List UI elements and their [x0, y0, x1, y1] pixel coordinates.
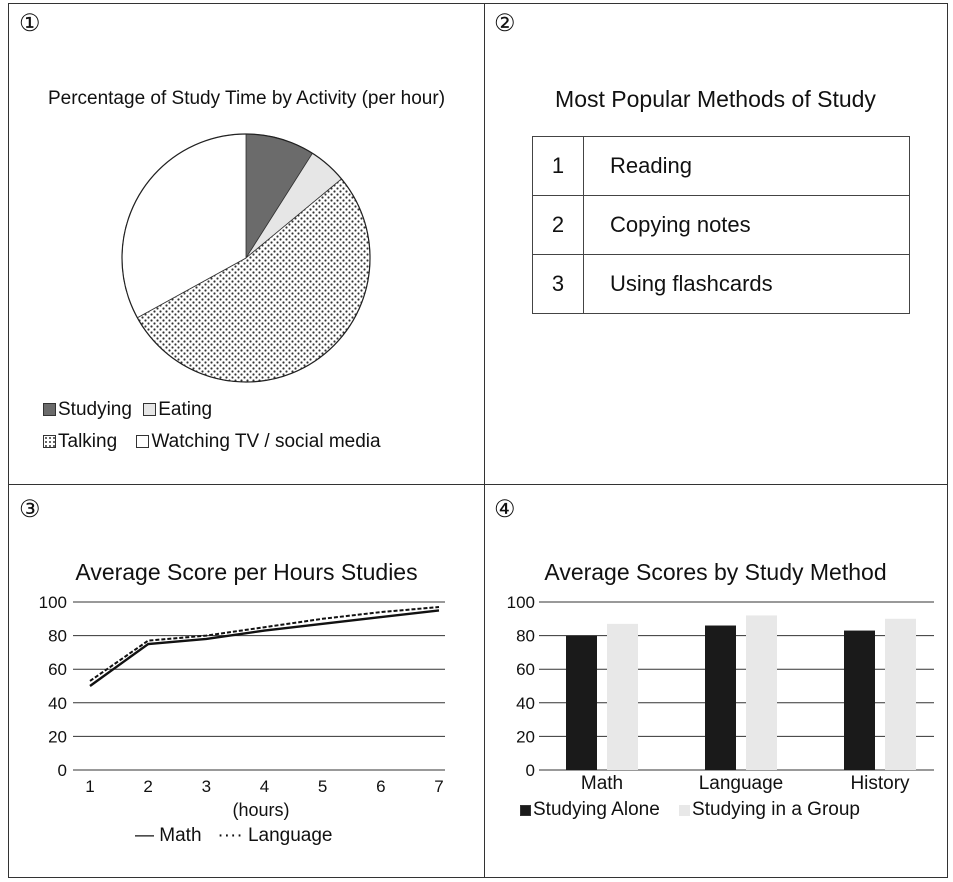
bar-chart-svg: 0 20 40 60 80 100 Math Language History — [507, 593, 934, 794]
rank-cell: 3 — [532, 254, 584, 314]
x-tick-label: 1 — [85, 777, 94, 796]
bar-chart-panel: ④ Average Scores by Study Method 0 20 40 60… — [484, 484, 948, 878]
legend-group: Studying in a Group — [692, 799, 860, 820]
series-line-math — [89, 609, 440, 687]
y-tick-label: 20 — [48, 727, 67, 746]
legend-alone: Studying Alone — [533, 799, 660, 820]
line-chart-panel: ③ Average Score per Hours Studies 0 20 40 6… — [8, 484, 485, 878]
series-line-language — [89, 606, 440, 682]
pie-outline — [121, 133, 371, 383]
pie-chart-svg — [121, 133, 371, 383]
panel-number: ③ — [19, 496, 41, 523]
x-tick-label: 7 — [434, 777, 443, 796]
panel-number: ② — [494, 10, 516, 37]
rank-cell: 2 — [532, 195, 584, 255]
bar-language-alone — [705, 625, 736, 770]
bar-chart-title: Average Scores by Study Method — [544, 559, 887, 585]
y-tick-label: 100 — [507, 593, 535, 612]
methods-table: 1 Reading 2 Copying notes 3 Using flashc… — [532, 136, 910, 314]
y-tick-label: 0 — [526, 761, 535, 780]
legend-talking: Talking — [58, 431, 118, 452]
table-row: 2 Copying notes — [532, 195, 910, 255]
x-tick-label: 4 — [260, 777, 269, 796]
x-category-label: History — [850, 773, 910, 794]
methods-table-panel: ② Most Popular Methods of Study 1 Readin… — [484, 3, 948, 485]
legend-math: — Math — [135, 825, 202, 846]
y-tick-label: 100 — [39, 593, 67, 612]
y-tick-label: 0 — [58, 761, 67, 780]
panel-number: ① — [19, 10, 41, 37]
table-row: 3 Using flashcards — [532, 254, 910, 314]
x-category-label: Math — [581, 773, 623, 794]
y-tick-label: 20 — [516, 727, 535, 746]
rank-cell: 1 — [532, 136, 584, 196]
line-chart-svg: 0 20 40 60 80 100 1 2 3 4 5 6 7 (hours) — [39, 593, 445, 820]
legend-studying: Studying — [58, 399, 132, 420]
legend-eating: Eating — [158, 399, 213, 420]
y-tick-label: 60 — [48, 660, 67, 679]
y-tick-label: 80 — [516, 627, 535, 646]
x-axis-label: (hours) — [232, 800, 289, 820]
bar-history-alone — [844, 630, 875, 770]
method-cell: Copying notes — [583, 195, 910, 255]
talking-swatch — [43, 435, 56, 448]
table-title: Most Popular Methods of Study — [555, 86, 876, 112]
y-tick-label: 60 — [516, 660, 535, 679]
line-chart-title: Average Score per Hours Studies — [75, 559, 418, 585]
y-tick-label: 40 — [516, 694, 535, 713]
group-swatch — [679, 805, 691, 816]
eating-swatch — [143, 403, 157, 416]
pie-legend-row-1: Studying Eating — [43, 399, 212, 421]
line-legend: — Math ···· Language — [135, 825, 333, 847]
x-tick-label: 3 — [202, 777, 211, 796]
bar-math-group — [607, 623, 638, 770]
watching-swatch — [136, 435, 150, 448]
pie-chart-panel: ① Percentage of Study Time by Activity (… — [8, 3, 485, 485]
x-category-label: Language — [699, 773, 784, 794]
x-tick-label: 5 — [318, 777, 327, 796]
alone-swatch — [520, 805, 531, 816]
panel-number: ④ — [494, 496, 516, 523]
pie-chart-title: Percentage of Study Time by Activity (pe… — [47, 88, 446, 109]
x-tick-label: 6 — [376, 777, 385, 796]
y-tick-label: 80 — [48, 627, 67, 646]
bar-language-group — [746, 615, 777, 770]
method-cell: Using flashcards — [583, 254, 910, 314]
x-tick-label: 2 — [143, 777, 152, 796]
studying-swatch — [43, 403, 56, 416]
bar-legend: Studying Alone Studying in a Group — [520, 799, 860, 821]
bar-history-group — [885, 618, 916, 770]
table-row: 1 Reading — [532, 136, 910, 196]
legend-language: ···· Language — [217, 825, 333, 846]
method-cell: Reading — [583, 136, 910, 196]
bar-math-alone — [566, 635, 597, 770]
y-tick-label: 40 — [48, 694, 67, 713]
legend-watching: Watching TV / social media — [151, 431, 381, 452]
pie-legend-row-2: Talking Watching TV / social media — [43, 431, 381, 453]
